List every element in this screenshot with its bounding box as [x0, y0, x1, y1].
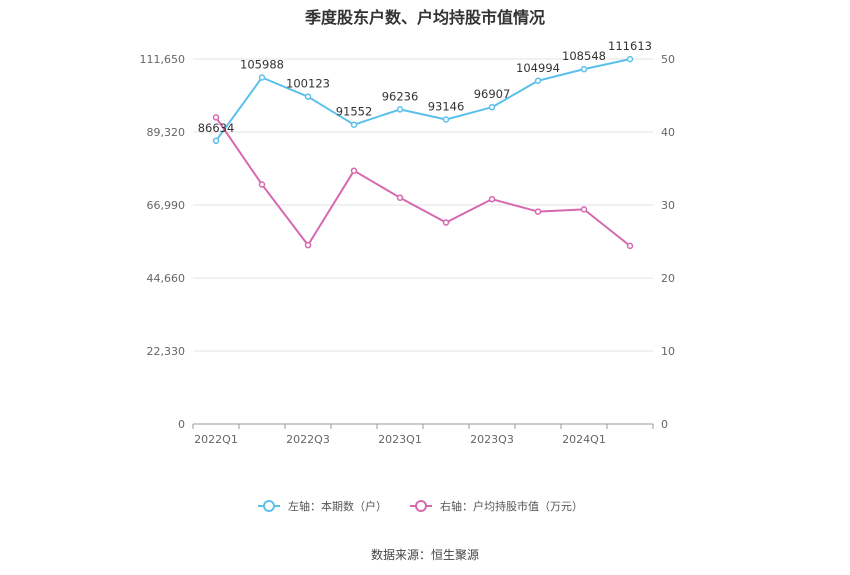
left-axis-tick-label: 89,320 — [147, 126, 186, 139]
data-point-right — [304, 241, 312, 249]
data-point-right — [488, 195, 496, 203]
right-axis-tick-label: 50 — [661, 53, 675, 66]
x-axis-tick-label: 2023Q1 — [378, 433, 422, 446]
right-axis-tick-label: 30 — [661, 199, 675, 212]
data-label: 108548 — [562, 49, 606, 63]
x-axis-tick-label: 2024Q1 — [562, 433, 606, 446]
data-label: 86634 — [198, 121, 235, 135]
x-axis-tick-label: 2022Q3 — [286, 433, 330, 446]
data-label: 111613 — [608, 39, 652, 53]
data-point-left — [396, 106, 404, 113]
source-note: 数据来源：恒生聚源 — [370, 548, 479, 562]
axes: 0 0 22,330 10 44,660 20 66,990 30 89,320 40 111,65… — [140, 53, 676, 446]
left-axis-tick-label: 44,660 — [147, 272, 186, 285]
data-label: 96236 — [382, 89, 419, 103]
data-point-left — [580, 65, 588, 73]
series-line-right — [215, 116, 631, 247]
data-point-right — [534, 208, 542, 215]
legend-marker — [263, 500, 275, 512]
data-point-left — [488, 103, 496, 111]
data-point-right — [350, 167, 358, 174]
data-points — [212, 55, 634, 250]
data-point-right — [212, 114, 220, 121]
data-label: 105988 — [240, 58, 284, 72]
left-axis-tick-label: 0 — [178, 418, 185, 431]
left-axis-tick-label: 66,990 — [147, 199, 186, 212]
data-point-right — [396, 194, 404, 201]
data-point-left — [350, 121, 358, 128]
data-point-left — [626, 55, 634, 63]
legend-label: 左轴：本期数（户） — [288, 499, 387, 513]
data-point-left — [212, 137, 220, 145]
data-point-left — [304, 93, 312, 100]
data-point-left — [442, 116, 450, 123]
legend-label: 右轴：户均持股市值（万元） — [440, 499, 583, 513]
series-lines — [215, 58, 631, 247]
data-label: 91552 — [336, 105, 373, 119]
right-axis-tick-label: 40 — [661, 126, 675, 139]
data-label: 93146 — [428, 99, 465, 113]
left-axis-tick-label: 22,330 — [147, 345, 186, 358]
right-axis-tick-label: 10 — [661, 345, 675, 358]
data-point-left — [258, 74, 266, 81]
data-point-right — [626, 242, 634, 250]
data-label: 96907 — [474, 87, 511, 101]
data-point-right — [442, 219, 450, 226]
data-point-right — [580, 206, 588, 213]
legend: 左轴：本期数（户） 右轴：户均持股市值（万元） — [258, 499, 583, 513]
data-label: 100123 — [286, 77, 330, 91]
data-point-left — [534, 77, 542, 85]
right-axis-tick-label: 20 — [661, 272, 675, 285]
right-axis-tick-label: 0 — [661, 418, 668, 431]
x-axis-tick-label: 2023Q3 — [470, 433, 514, 446]
series-line-left — [215, 58, 631, 142]
data-label: 104994 — [516, 61, 560, 75]
chart-title: 季度股东户数、户均持股市值情况 — [304, 8, 545, 27]
data-point-right — [258, 181, 266, 188]
left-axis-tick-label: 111,650 — [140, 53, 186, 66]
legend-marker — [415, 500, 427, 512]
x-axis-tick-label: 2022Q1 — [194, 433, 238, 446]
